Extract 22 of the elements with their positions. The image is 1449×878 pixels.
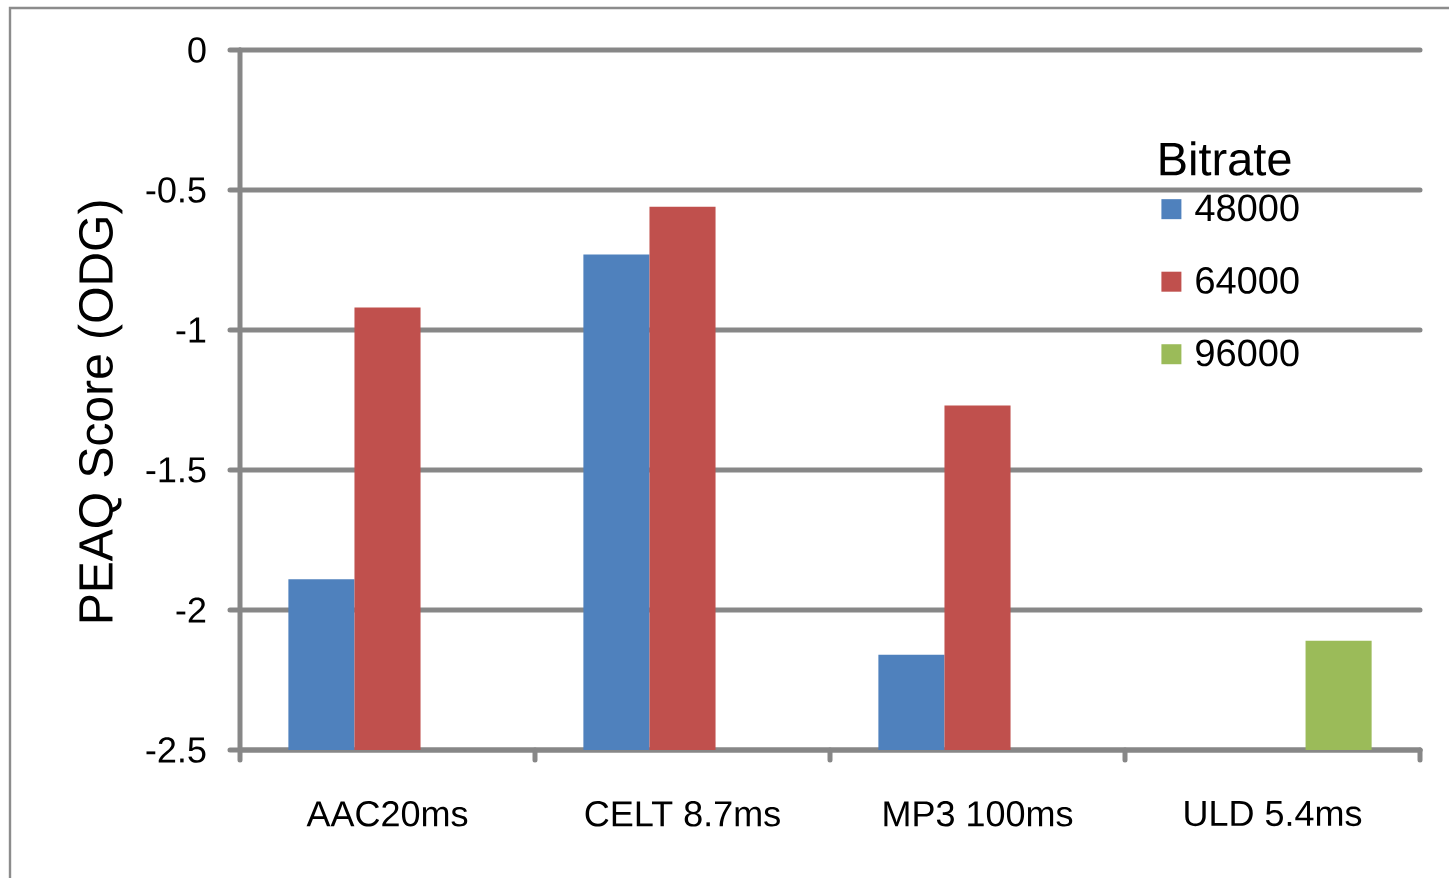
- y-axis-title: PEAQ Score (ODG): [77, 201, 123, 622]
- y-tick-label: -2: [176, 597, 206, 623]
- y-tick-label: -1.5: [146, 457, 206, 483]
- bar: [583, 254, 650, 750]
- bar: [649, 206, 716, 750]
- legend-label: 48000: [1195, 194, 1299, 222]
- bar: [878, 654, 945, 750]
- x-tick-label: ULD 5.4ms: [1185, 801, 1362, 827]
- bar: [1305, 640, 1372, 750]
- x-tick-label: CELT 8.7ms: [585, 801, 780, 827]
- bar: [288, 579, 355, 750]
- bar: [354, 307, 421, 750]
- y-tick-label: 0: [188, 37, 206, 63]
- y-tick-label: -2.5: [146, 737, 206, 763]
- y-tick-label: -0.5: [146, 177, 206, 203]
- x-tick-label: AAC20ms: [306, 801, 468, 827]
- legend-label: 64000: [1196, 266, 1299, 294]
- y-tick-label: -1: [176, 317, 206, 343]
- x-tick-label: MP3 100ms: [884, 801, 1073, 827]
- bar: [944, 405, 1011, 750]
- legend-label: 96000: [1196, 339, 1299, 367]
- legend-title: Bitrate: [1160, 141, 1291, 176]
